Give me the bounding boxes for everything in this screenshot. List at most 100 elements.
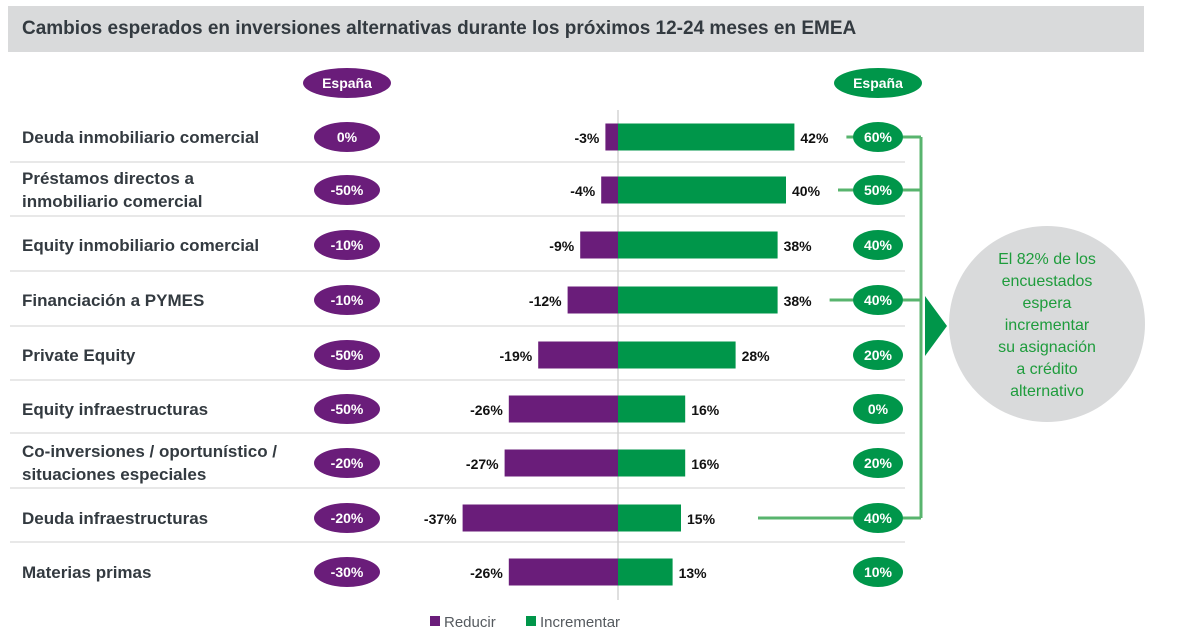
espana-incrementar-value: 20% [864, 347, 893, 363]
category-label: Equity inmobiliario comercial [22, 236, 259, 255]
espana-reducir-pill [314, 230, 380, 260]
reducir-value-label: -3% [574, 130, 599, 146]
callout-text-line: encuestados [1002, 273, 1093, 290]
header-badge-right [834, 68, 922, 98]
espana-reducir-pill [314, 448, 380, 478]
reducir-value-label: -27% [466, 456, 499, 472]
incrementar-bar [618, 395, 686, 423]
espana-reducir-value: -50% [331, 401, 364, 417]
category-label: Materias primas [22, 563, 151, 582]
callout-text-line: a crédito [1016, 361, 1077, 378]
incrementar-bar [618, 123, 795, 151]
callout-text-line: espera [1023, 295, 1072, 312]
incrementar-bar [618, 504, 681, 532]
incrementar-bar [618, 558, 673, 586]
espana-incrementar-pill [853, 503, 903, 533]
espana-incrementar-value: 40% [864, 510, 893, 526]
category-label: Private Equity [22, 346, 136, 365]
callout-text-line: alternativo [1010, 383, 1084, 400]
espana-incrementar-pill [853, 175, 903, 205]
reducir-bar [462, 504, 618, 532]
chart-title: Cambios esperados en inversiones alterna… [22, 18, 857, 39]
incrementar-value-label: 38% [784, 293, 813, 309]
espana-incrementar-value: 60% [864, 129, 893, 145]
incrementar-bar [618, 449, 686, 477]
espana-incrementar-value: 20% [864, 455, 893, 471]
legend-swatch-incrementar [526, 616, 536, 626]
header-badge-left [303, 68, 391, 98]
category-label: Préstamos directos a [22, 169, 195, 188]
reducir-value-label: -12% [529, 293, 562, 309]
espana-reducir-value: -20% [331, 455, 364, 471]
header-badge-right-text: España [853, 75, 903, 91]
header-badge-left-text: España [322, 75, 372, 91]
espana-incrementar-pill [853, 230, 903, 260]
reducir-value-label: -37% [424, 511, 457, 527]
espana-incrementar-value: 40% [864, 292, 893, 308]
incrementar-value-label: 42% [800, 130, 829, 146]
incrementar-bar [618, 176, 786, 204]
reducir-bar [567, 286, 618, 314]
category-label: Co-inversiones / oportunístico / [22, 442, 277, 461]
espana-reducir-pill [314, 557, 380, 587]
reducir-value-label: -19% [500, 348, 533, 364]
reducir-value-label: -9% [549, 238, 574, 254]
callout-text-line: su asignación [998, 339, 1096, 356]
espana-reducir-pill [314, 122, 380, 152]
reducir-bar [580, 231, 618, 259]
category-label: Equity infraestructuras [22, 400, 208, 419]
incrementar-value-label: 15% [687, 511, 716, 527]
reducir-bar [508, 395, 618, 423]
espana-reducir-pill [314, 503, 380, 533]
espana-reducir-pill [314, 340, 380, 370]
espana-reducir-pill [314, 285, 380, 315]
espana-incrementar-value: 10% [864, 564, 893, 580]
espana-reducir-value: -20% [331, 510, 364, 526]
espana-incrementar-pill [853, 557, 903, 587]
incrementar-value-label: 16% [691, 402, 720, 418]
espana-reducir-value: -10% [331, 292, 364, 308]
legend-label-reducir: Reducir [444, 614, 496, 631]
reducir-bar [601, 176, 618, 204]
espana-incrementar-pill [853, 340, 903, 370]
incrementar-bar [618, 341, 736, 369]
espana-reducir-pill [314, 175, 380, 205]
espana-incrementar-pill [853, 448, 903, 478]
espana-reducir-value: -50% [331, 347, 364, 363]
category-label: Financiación a PYMES [22, 291, 204, 310]
callout-circle [949, 226, 1145, 422]
incrementar-bar [618, 286, 778, 314]
incrementar-value-label: 16% [691, 456, 720, 472]
espana-reducir-value: -10% [331, 237, 364, 253]
category-label: Deuda infraestructuras [22, 509, 208, 528]
reducir-bar [605, 123, 618, 151]
reducir-bar [508, 558, 618, 586]
reducir-value-label: -4% [570, 183, 595, 199]
legend-label-incrementar: Incrementar [540, 614, 620, 631]
incrementar-value-label: 28% [742, 348, 771, 364]
callout-text-line: El 82% de los [998, 251, 1096, 268]
callout-text-line: incrementar [1005, 317, 1090, 334]
incrementar-value-label: 40% [792, 183, 821, 199]
espana-incrementar-pill [853, 285, 903, 315]
category-label: Deuda inmobiliario comercial [22, 128, 259, 147]
espana-incrementar-value: 40% [864, 237, 893, 253]
chart-title-bar: Cambios esperados en inversiones alterna… [8, 6, 1144, 52]
category-label: inmobiliario comercial [22, 192, 202, 211]
reducir-value-label: -26% [470, 402, 503, 418]
espana-reducir-pill [314, 394, 380, 424]
incrementar-value-label: 38% [784, 238, 813, 254]
espana-incrementar-pill [853, 394, 903, 424]
espana-reducir-value: -30% [331, 564, 364, 580]
reducir-bar [504, 449, 618, 477]
legend-swatch-reducir [430, 616, 440, 626]
callout-arrow [925, 296, 947, 356]
espana-incrementar-value: 50% [864, 182, 893, 198]
reducir-value-label: -26% [470, 565, 503, 581]
category-label: situaciones especiales [22, 465, 206, 484]
espana-reducir-value: -50% [331, 182, 364, 198]
espana-incrementar-value: 0% [868, 401, 889, 417]
espana-reducir-value: 0% [337, 129, 358, 145]
incrementar-value-label: 13% [679, 565, 708, 581]
